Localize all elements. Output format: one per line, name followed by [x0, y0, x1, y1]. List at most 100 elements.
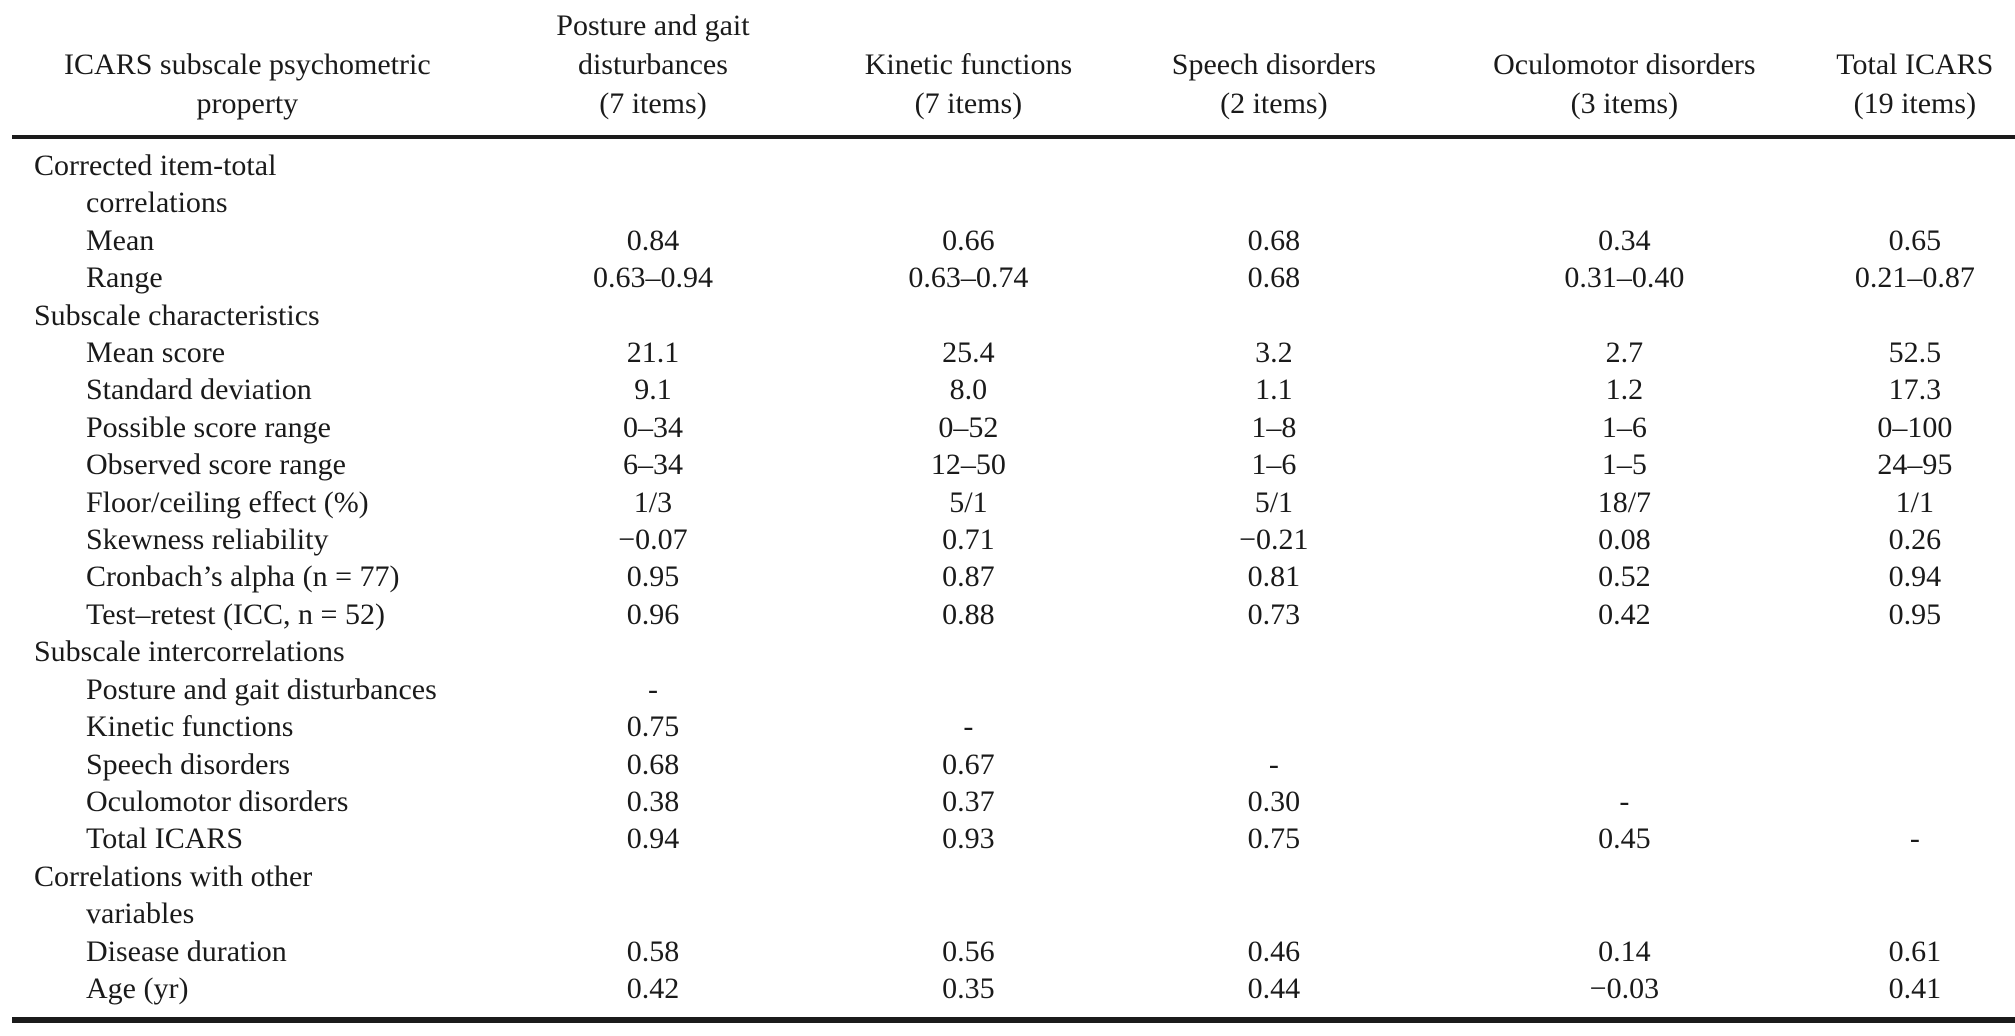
value-cell: 0.42: [626, 971, 680, 1005]
column-header-line: disturbances: [577, 48, 728, 81]
column-header-4: Oculomotor disorders (3 items): [1434, 0, 1815, 139]
row-label: Mean score: [86, 336, 226, 370]
table-row: Speech disorders 0.68 0.67 -: [12, 746, 2015, 783]
value-cell: 0.84: [626, 223, 680, 257]
value-cell: −0.07: [618, 523, 688, 557]
table-row: variables: [12, 895, 2015, 932]
value-cell: [1434, 633, 1815, 670]
value-cell: [483, 297, 824, 334]
row-label: variables: [86, 897, 195, 931]
value-cell: 0.21–0.87: [1854, 261, 1975, 295]
value-cell: 6–34: [622, 448, 683, 482]
value-cell: [1434, 746, 1815, 783]
value-cell: 0.63–0.74: [908, 261, 1029, 295]
value-cell: 8.0: [949, 373, 988, 407]
section-label: Corrected item-total: [34, 149, 277, 182]
value-cell: 12–50: [930, 448, 1006, 482]
table-row: Possible score range 0–34 0–52 1–8 1–6 0–100: [12, 409, 2015, 446]
value-cell: 0.75: [626, 710, 680, 744]
value-cell: −0.21: [1239, 523, 1309, 557]
value-cell: [823, 137, 1113, 184]
value-cell: [1815, 746, 2015, 783]
row-label: Range: [86, 261, 163, 295]
value-cell: 0.71: [942, 523, 995, 557]
value-cell: 0.88: [942, 597, 995, 631]
row-label: Cronbach’s alpha (n = 77): [86, 560, 400, 594]
table-row: Mean 0.84 0.66 0.68 0.34 0.65: [12, 222, 2015, 259]
value-cell: 0.95: [626, 560, 680, 594]
row-label: correlations: [86, 186, 228, 220]
value-cell: [483, 895, 824, 932]
column-header-line: (2 items): [1220, 87, 1328, 120]
value-cell: [1815, 137, 2015, 184]
icars-psychometric-table: ICARS subscale psychometric property Postu…: [12, 0, 2015, 1024]
value-cell: [823, 633, 1113, 670]
row-label: Floor/ceiling effect (%): [86, 485, 369, 519]
value-cell: 0.66: [942, 223, 995, 257]
value-cell: −0.03: [1589, 971, 1660, 1005]
table-row: Test–retest (ICC, n = 52) 0.96 0.88 0.73 0.4…: [12, 596, 2015, 633]
table-header-row: ICARS subscale psychometric property Postu…: [12, 0, 2015, 139]
table-row: Age (yr) 0.42 0.35 0.44 −0.03 0.41: [12, 970, 2015, 1020]
value-cell: 0.52: [1598, 560, 1651, 594]
value-cell: 0.94: [626, 822, 680, 856]
value-cell: [1815, 297, 2015, 334]
value-cell: 2.7: [1605, 336, 1644, 370]
value-cell: [1815, 858, 2015, 895]
table-header: ICARS subscale psychometric property Postu…: [12, 0, 2015, 139]
value-cell: 1–5: [1601, 448, 1647, 482]
row-label: Age (yr): [86, 971, 189, 1005]
value-cell: [483, 633, 824, 670]
value-cell: [1114, 297, 1434, 334]
value-cell: 0.44: [1247, 971, 1301, 1005]
column-header-line: (7 items): [599, 87, 707, 120]
value-cell: 0.35: [942, 971, 995, 1005]
value-cell: 52.5: [1888, 336, 1942, 370]
section-label: Correlations with other: [34, 859, 313, 893]
value-cell: 0.81: [1247, 560, 1301, 594]
value-cell: -: [1268, 747, 1279, 781]
value-cell: [1815, 633, 2015, 670]
value-cell: 0.37: [942, 784, 995, 818]
value-cell: [1434, 671, 1815, 708]
value-cell: 21.1: [626, 336, 680, 370]
value-cell: [1114, 137, 1434, 184]
value-cell: [483, 137, 824, 184]
value-cell: 25.4: [942, 336, 995, 370]
table-row: correlations: [12, 184, 2015, 221]
column-header-line: Total ICARS: [1836, 48, 1994, 81]
value-cell: 0.56: [942, 934, 995, 968]
value-cell: -: [1909, 822, 1920, 856]
value-cell: [1434, 297, 1815, 334]
value-cell: 0.08: [1598, 523, 1651, 557]
value-cell: [823, 858, 1113, 895]
value-cell: 0.58: [626, 934, 680, 968]
value-cell: 0.46: [1247, 934, 1301, 968]
value-cell: 0.31–0.40: [1564, 261, 1685, 295]
value-cell: [1815, 708, 2015, 745]
column-header-line: Oculomotor disorders: [1493, 48, 1756, 81]
table-row: Disease duration 0.58 0.56 0.46 0.14 0.61: [12, 933, 2015, 970]
value-cell: [1815, 783, 2015, 820]
row-label: Speech disorders: [86, 747, 291, 781]
value-cell: -: [963, 710, 974, 744]
column-header-line: (7 items): [914, 87, 1023, 120]
row-label: Skewness reliability: [86, 523, 329, 557]
table-row: Range 0.63–0.94 0.63–0.74 0.68 0.31–0.40 0.21…: [12, 259, 2015, 296]
table-row: Posture and gait disturbances -: [12, 671, 2015, 708]
column-header-line: Speech disorders: [1171, 48, 1376, 81]
value-cell: 1/3: [633, 485, 673, 519]
value-cell: 0.95: [1888, 597, 1942, 631]
column-header-line: (19 items): [1853, 87, 1977, 120]
value-cell: 0.87: [942, 560, 995, 594]
row-label: Total ICARS: [86, 822, 244, 856]
value-cell: 0.94: [1888, 560, 1942, 594]
table-row: Mean score 21.1 25.4 3.2 2.7 52.5: [12, 334, 2015, 371]
table-row: Observed score range 6–34 12–50 1–6 1–5 24–95: [12, 446, 2015, 483]
value-cell: [823, 297, 1113, 334]
value-cell: [1434, 137, 1815, 184]
value-cell: 24–95: [1877, 448, 1953, 482]
value-cell: 9.1: [634, 373, 672, 407]
value-cell: 0.14: [1598, 934, 1651, 968]
